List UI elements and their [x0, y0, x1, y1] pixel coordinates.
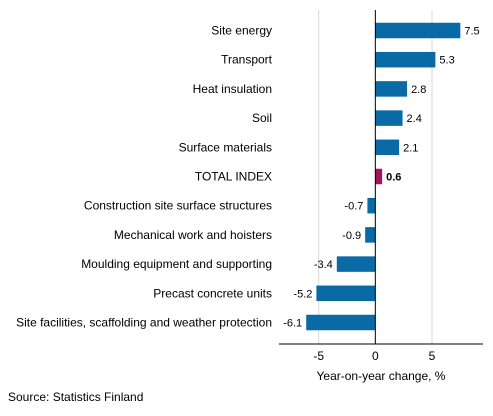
x-axis: -5 0 5 — [279, 10, 483, 363]
bar — [365, 227, 376, 243]
category-label: Site facilities, scaffolding and weather… — [16, 316, 272, 330]
bar — [375, 139, 400, 156]
value-label: -0.9 — [342, 230, 361, 242]
category-label: Precast concrete units — [153, 286, 272, 300]
x-tick-label: 0 — [372, 349, 379, 363]
bar — [336, 256, 376, 272]
value-label: 2.1 — [403, 142, 418, 154]
value-label: 2.8 — [411, 84, 426, 96]
category-labels: Site energy Transport Heat insulation Soil S… — [16, 24, 273, 330]
bar — [375, 22, 461, 39]
bar — [375, 110, 403, 126]
category-label: Heat insulation — [193, 82, 272, 96]
bars — [306, 22, 461, 331]
source-note: Source: Statistics Finland — [8, 390, 144, 404]
category-label: Moulding equipment and supporting — [81, 257, 272, 271]
bar — [316, 285, 376, 302]
category-label: Transport — [221, 53, 273, 67]
value-label: 2.4 — [407, 113, 422, 125]
value-label: 0.6 — [386, 172, 401, 184]
value-label: -0.7 — [344, 201, 363, 213]
category-label: TOTAL INDEX — [195, 170, 272, 184]
bar — [306, 314, 376, 331]
value-label: 7.5 — [464, 26, 479, 38]
category-label: Soil — [252, 111, 272, 125]
category-label: Mechanical work and hoisters — [114, 228, 272, 242]
x-tick-label: -5 — [313, 349, 324, 363]
category-label: Construction site surface structures — [84, 199, 272, 213]
value-label: -5.2 — [293, 288, 312, 300]
category-label: Site energy — [211, 24, 272, 38]
value-labels: 7.5 5.3 2.8 2.4 2.1 0.6 -0.7 -0.9 -3.4 -5.2 -6.1 — [283, 26, 479, 330]
value-label: 5.3 — [439, 55, 454, 67]
bar — [375, 51, 436, 68]
value-label: -6.1 — [283, 318, 302, 330]
category-label: Surface materials — [179, 140, 272, 154]
x-tick-label: 5 — [429, 349, 436, 363]
bar — [367, 197, 376, 214]
x-axis-title: Year-on-year change, % — [317, 369, 446, 383]
bar — [375, 168, 383, 185]
bar — [375, 81, 408, 97]
value-label: -3.4 — [314, 259, 333, 271]
